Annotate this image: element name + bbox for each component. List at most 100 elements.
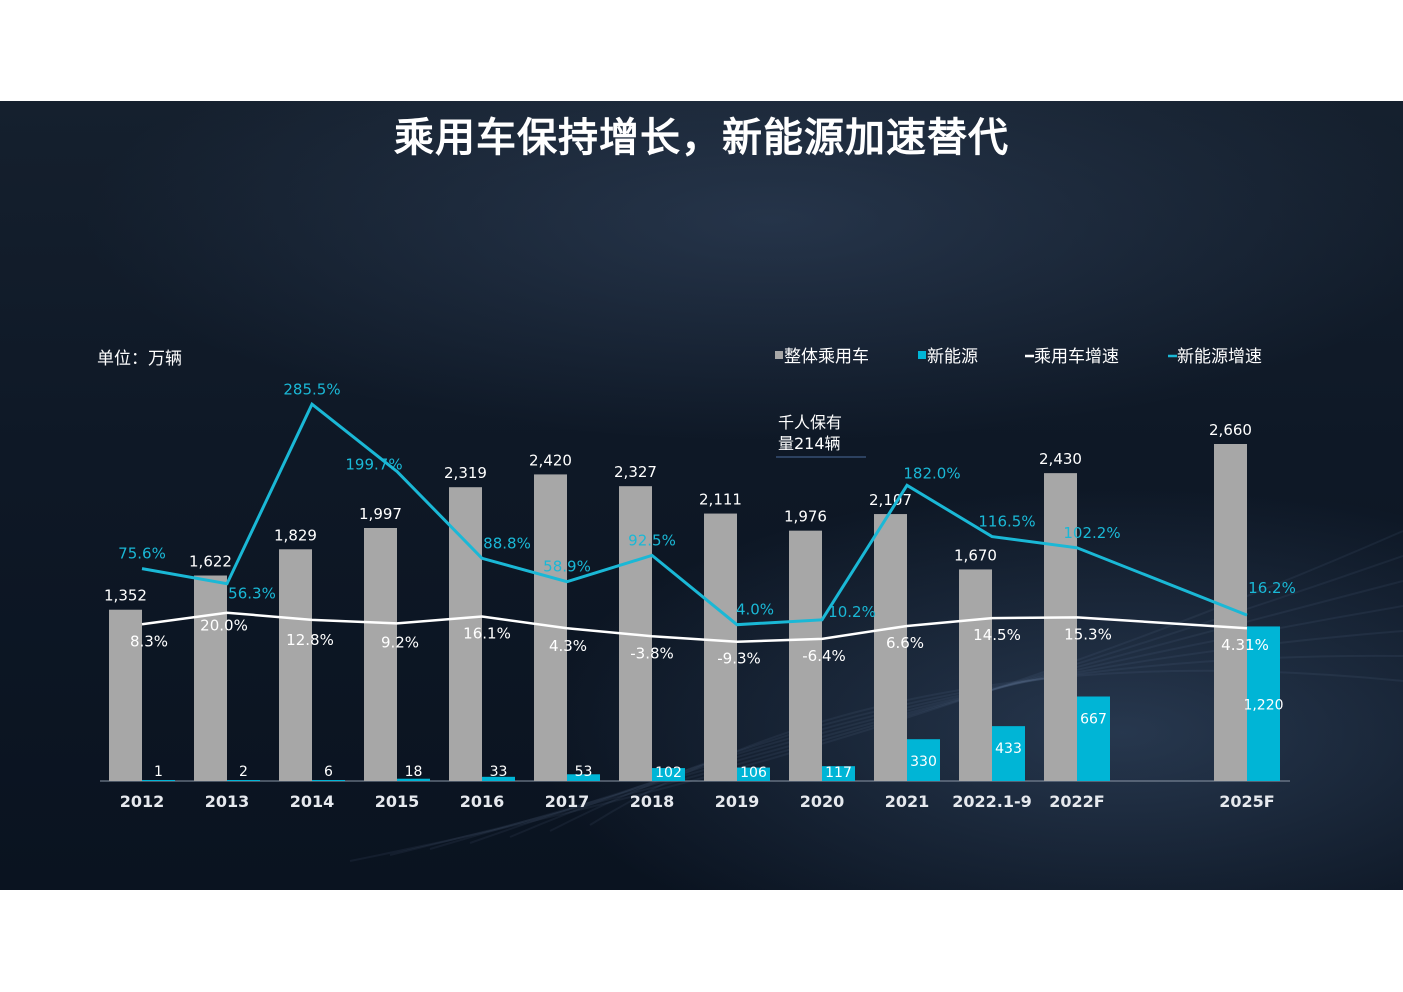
bar-total: [959, 569, 992, 781]
bar-total: [874, 514, 907, 781]
bar-nev: [482, 776, 515, 781]
passenger-growth-label: 16.1%: [463, 625, 511, 643]
bar-total: [1044, 473, 1077, 781]
legend-label: 新能源增速: [1177, 347, 1262, 367]
bar-nev-label: 2: [239, 764, 248, 780]
passenger-growth-label: -9.3%: [717, 650, 761, 668]
bar-nev: [397, 778, 430, 781]
passenger-growth-label: 8.3%: [130, 632, 168, 650]
bar-total-label: 2,327: [614, 463, 657, 481]
bar-nev-label: 433: [995, 741, 1022, 757]
passenger-growth-label: 4.31%: [1221, 636, 1269, 654]
bar-nev: [227, 780, 260, 781]
passenger-growth-label: 9.2%: [381, 633, 419, 651]
bar-total-label: 2,420: [529, 451, 572, 469]
bar-total: [194, 575, 227, 781]
nev-growth-label: 102.2%: [1063, 524, 1120, 542]
page-title: 乘用车保持增长，新能源加速替代: [394, 115, 1009, 161]
x-tick-label: 2025F: [1219, 792, 1274, 811]
bar-nev-label: 667: [1080, 711, 1107, 727]
bar-nev-label: 18: [405, 764, 423, 780]
x-tick-label: 2016: [460, 792, 505, 811]
chart: 1,352 1,622 1,829 1,997 2,319 2,420 2,327 2,111…: [97, 347, 1403, 862]
passenger-growth-label: 12.8%: [286, 631, 334, 649]
legend-label: 整体乘用车: [784, 347, 869, 367]
x-tick-label: 2014: [290, 792, 335, 811]
nev-growth-label: 182.0%: [903, 464, 960, 482]
line-passenger-growth: [141, 611, 1248, 643]
x-tick-label: 2022F: [1049, 792, 1104, 811]
annotation-text: 千人保有: [778, 413, 842, 432]
bar-total-label: 2,319: [444, 464, 487, 482]
bar-nev: [567, 774, 600, 781]
bar-nev: [142, 780, 175, 781]
x-tick-label: 2018: [630, 792, 675, 811]
bar-nev: [1077, 696, 1110, 781]
nev-growth-label: 92.5%: [628, 531, 676, 549]
nev-growth-label: 88.8%: [483, 534, 531, 552]
bar-total-label: 1,352: [104, 587, 147, 605]
bar-total-label: 1,622: [189, 553, 232, 571]
bar-nev: [312, 780, 345, 781]
passenger-growth-label: 6.6%: [886, 634, 924, 652]
bar-nev-label: 53: [575, 764, 593, 780]
bar-nev-label: 1: [154, 764, 163, 780]
passenger-growth-label: 4.3%: [549, 637, 587, 655]
bar-total-label: 2,660: [1209, 421, 1252, 439]
passenger-growth-label: 20.0%: [200, 617, 248, 635]
nev-growth-label: 75.6%: [118, 545, 166, 563]
annotation-text: 量214辆: [778, 434, 841, 453]
bar-nev: [992, 726, 1025, 781]
nev-growth-label: 10.2%: [828, 603, 876, 621]
x-tick-label: 2013: [205, 792, 250, 811]
line-nev-growth: [141, 401, 1248, 627]
bar-nev: [822, 766, 855, 781]
bar-nev-label: 1,220: [1243, 697, 1283, 713]
legend-swatch: [918, 351, 926, 359]
bar-total: [789, 530, 822, 781]
bar-nev-label: 6: [324, 764, 333, 780]
bar-total-label: 1,670: [954, 546, 997, 564]
bar-total-label: 1,997: [359, 505, 402, 523]
x-tick-label: 2017: [545, 792, 590, 811]
bar-total-label: 2,430: [1039, 450, 1082, 468]
bar-nev-label: 330: [910, 754, 937, 770]
legend-label: 乘用车增速: [1034, 347, 1119, 367]
bar-total: [279, 549, 312, 781]
bar-total: [449, 487, 482, 781]
bar-nev: [737, 767, 770, 781]
unit-label: 单位：万辆: [97, 349, 182, 369]
passenger-growth-label: -6.4%: [802, 647, 846, 665]
bar-nev: [907, 739, 940, 781]
nev-growth-label: 116.5%: [978, 513, 1035, 531]
passenger-growth-label: 15.3%: [1064, 625, 1112, 643]
x-tick-label: 2012: [120, 792, 165, 811]
nev-growth-label: 16.2%: [1248, 579, 1296, 597]
nev-growth-label: 199.7%: [345, 455, 402, 473]
nev-growth-label: 285.5%: [283, 380, 340, 398]
background-streak: [429, 580, 1403, 850]
bar-total-label: 1,829: [274, 526, 317, 544]
bar-nev: [1247, 626, 1280, 781]
passenger-growth-label: 14.5%: [973, 626, 1021, 644]
x-tick-label: 2021: [885, 792, 930, 811]
bar-total-label: 2,111: [699, 491, 742, 509]
passenger-growth-label: -3.8%: [630, 644, 674, 662]
legend-label: 新能源: [927, 347, 978, 367]
legend-swatch: [775, 351, 783, 359]
slide-background: [0, 101, 1403, 890]
nev-growth-label: 58.9%: [543, 558, 591, 576]
x-tick-label: 2022.1-9: [952, 792, 1032, 811]
bar-nev-label: 102: [655, 765, 682, 781]
bar-total: [704, 513, 737, 781]
bar-nev-label: 33: [490, 764, 508, 780]
bar-nev: [652, 768, 685, 781]
nev-growth-label: 56.3%: [228, 585, 276, 603]
x-tick-label: 2019: [715, 792, 760, 811]
bar-total: [109, 609, 142, 781]
bar-nev-label: 117: [825, 765, 852, 781]
x-tick-label: 2015: [375, 792, 420, 811]
bar-nev-label: 106: [740, 765, 767, 781]
bar-total: [364, 527, 397, 781]
nev-growth-label: 4.0%: [736, 601, 774, 619]
